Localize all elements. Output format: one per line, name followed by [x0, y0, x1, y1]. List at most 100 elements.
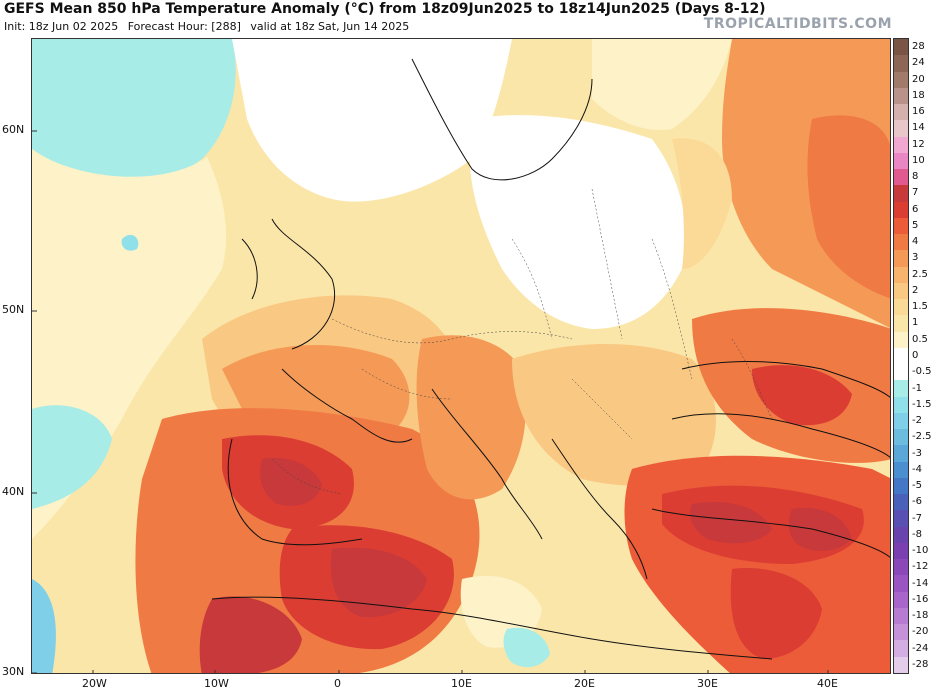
map-title: GEFS Mean 850 hPa Temperature Anomaly (°… — [4, 1, 766, 17]
lon-label-20w: 20W — [82, 677, 107, 690]
map-subtitle: Init: 18z Jun 02 2025 Forecast Hour: [28… — [4, 20, 415, 33]
colorbar-label: 18 — [912, 89, 925, 101]
colorbar-label: -2 — [912, 415, 922, 427]
colorbar-label: 7 — [912, 187, 919, 199]
cool-anomaly-west — [32, 405, 112, 509]
colorbar-label: 10 — [912, 154, 925, 166]
colorbar-segment — [894, 315, 908, 333]
colorbar-segment — [894, 185, 908, 203]
lon-label-10e: 10E — [451, 677, 472, 690]
colorbar-label: 3 — [912, 252, 919, 264]
colorbar-segment — [894, 201, 908, 219]
hot-anomaly-east-turkey-peak — [788, 507, 852, 551]
colorbar-segment — [894, 39, 908, 56]
colorbar-segment — [894, 526, 908, 544]
coast-britain — [271, 218, 336, 350]
coast-black-sea-south — [671, 413, 890, 458]
cool-anomaly-southwest — [32, 579, 56, 673]
colorbar-segment — [894, 266, 908, 284]
forecast-hour: Forecast Hour: [288] — [127, 20, 241, 33]
colorbar-label: 8 — [912, 171, 919, 183]
lat-label-50n: 50N — [2, 303, 25, 316]
map-canvas — [32, 39, 890, 673]
warm-anomaly-italy — [416, 335, 526, 500]
colorbar-segment — [894, 559, 908, 576]
colorbar-label: 28 — [912, 41, 925, 53]
colorbar-label: 5 — [912, 219, 919, 231]
colorbar-segment — [894, 591, 908, 609]
neutral-north-sea — [232, 39, 512, 202]
colorbar-label: 14 — [912, 122, 925, 134]
colorbar-segment — [894, 510, 908, 528]
coast-ireland — [241, 238, 258, 300]
colorbar-segment — [894, 445, 908, 463]
colorbar — [893, 38, 909, 674]
colorbar-segment — [894, 477, 908, 495]
colorbar-label: -20 — [912, 626, 929, 638]
colorbar-segment — [894, 656, 908, 674]
lon-label-30e: 30E — [697, 677, 718, 690]
colorbar-segment — [894, 331, 908, 349]
hot-anomaly-iberia-peak — [260, 457, 322, 506]
colorbar-segment — [894, 71, 908, 89]
lat-label-30n: 30N — [2, 665, 25, 678]
colorbar-label: -5 — [912, 480, 922, 492]
warm-anomaly-russia-core — [807, 115, 890, 299]
colorbar-label: -0.5 — [912, 366, 932, 378]
cool-spot-libya — [503, 627, 550, 668]
colorbar-label: 24 — [912, 57, 925, 69]
colorbar-label: -1 — [912, 382, 922, 394]
coast-scandinavia — [411, 58, 593, 181]
colorbar-label: 2.5 — [912, 268, 928, 280]
lon-label-40e: 40E — [817, 677, 838, 690]
colorbar-label: 0 — [912, 350, 919, 361]
colorbar-label: 2 — [912, 284, 919, 296]
colorbar-segment — [894, 169, 908, 186]
colorbar-label: -8 — [912, 528, 922, 540]
colorbar-segment — [894, 364, 908, 381]
cool-spot-atlantic — [121, 234, 139, 251]
coast-black-sea-north — [681, 361, 890, 398]
colorbar-segment — [894, 494, 908, 511]
colorbar-segment — [894, 104, 908, 121]
colorbar-segment — [894, 575, 908, 593]
colorbar-label: 4 — [912, 236, 919, 248]
colorbar-segment — [894, 624, 908, 641]
coast-italy — [431, 388, 543, 540]
coast-biscay — [281, 368, 413, 443]
colorbar-segment — [894, 429, 908, 446]
colorbar-segment — [894, 120, 908, 138]
colorbar-segment — [894, 461, 908, 479]
colorbar-label: -4 — [912, 463, 922, 475]
hot-anomaly-levant — [730, 568, 822, 659]
valid-time: valid at 18z Sat, Jun 14 2025 — [250, 20, 410, 33]
warm-anomaly-baltics — [672, 138, 732, 269]
colorbar-segment — [894, 542, 908, 560]
colorbar-segment — [894, 217, 908, 235]
hot-anomaly-black-sea-core — [752, 365, 852, 426]
lon-label-10w: 10W — [204, 677, 229, 690]
lat-label-60n: 60N — [2, 123, 25, 136]
colorbar-segment — [894, 234, 908, 251]
colorbar-segment — [894, 396, 908, 414]
colorbar-label: -7 — [912, 512, 922, 524]
colorbar-label: 1 — [912, 317, 919, 329]
anomaly-map — [31, 38, 891, 674]
borders — [271, 188, 773, 495]
coastlines — [211, 58, 890, 660]
colorbar-label: -3 — [912, 447, 922, 459]
colorbar-label: -12 — [912, 561, 929, 573]
colorbar-segment — [894, 282, 908, 300]
coast-iberia — [227, 438, 363, 546]
brand-watermark: TROPICALTIDBITS.COM — [703, 16, 892, 32]
colorbar-label: 20 — [912, 73, 925, 85]
colorbar-label: -1.5 — [912, 398, 932, 410]
colorbar-segment — [894, 55, 908, 72]
colorbar-label: 16 — [912, 106, 925, 118]
colorbar-segment — [894, 347, 908, 365]
colorbar-segment — [894, 380, 908, 398]
neutral-scandinavia — [592, 39, 732, 130]
colorbar-segment — [894, 640, 908, 658]
colorbar-label: -14 — [912, 577, 929, 589]
colorbar-segment — [894, 136, 908, 154]
